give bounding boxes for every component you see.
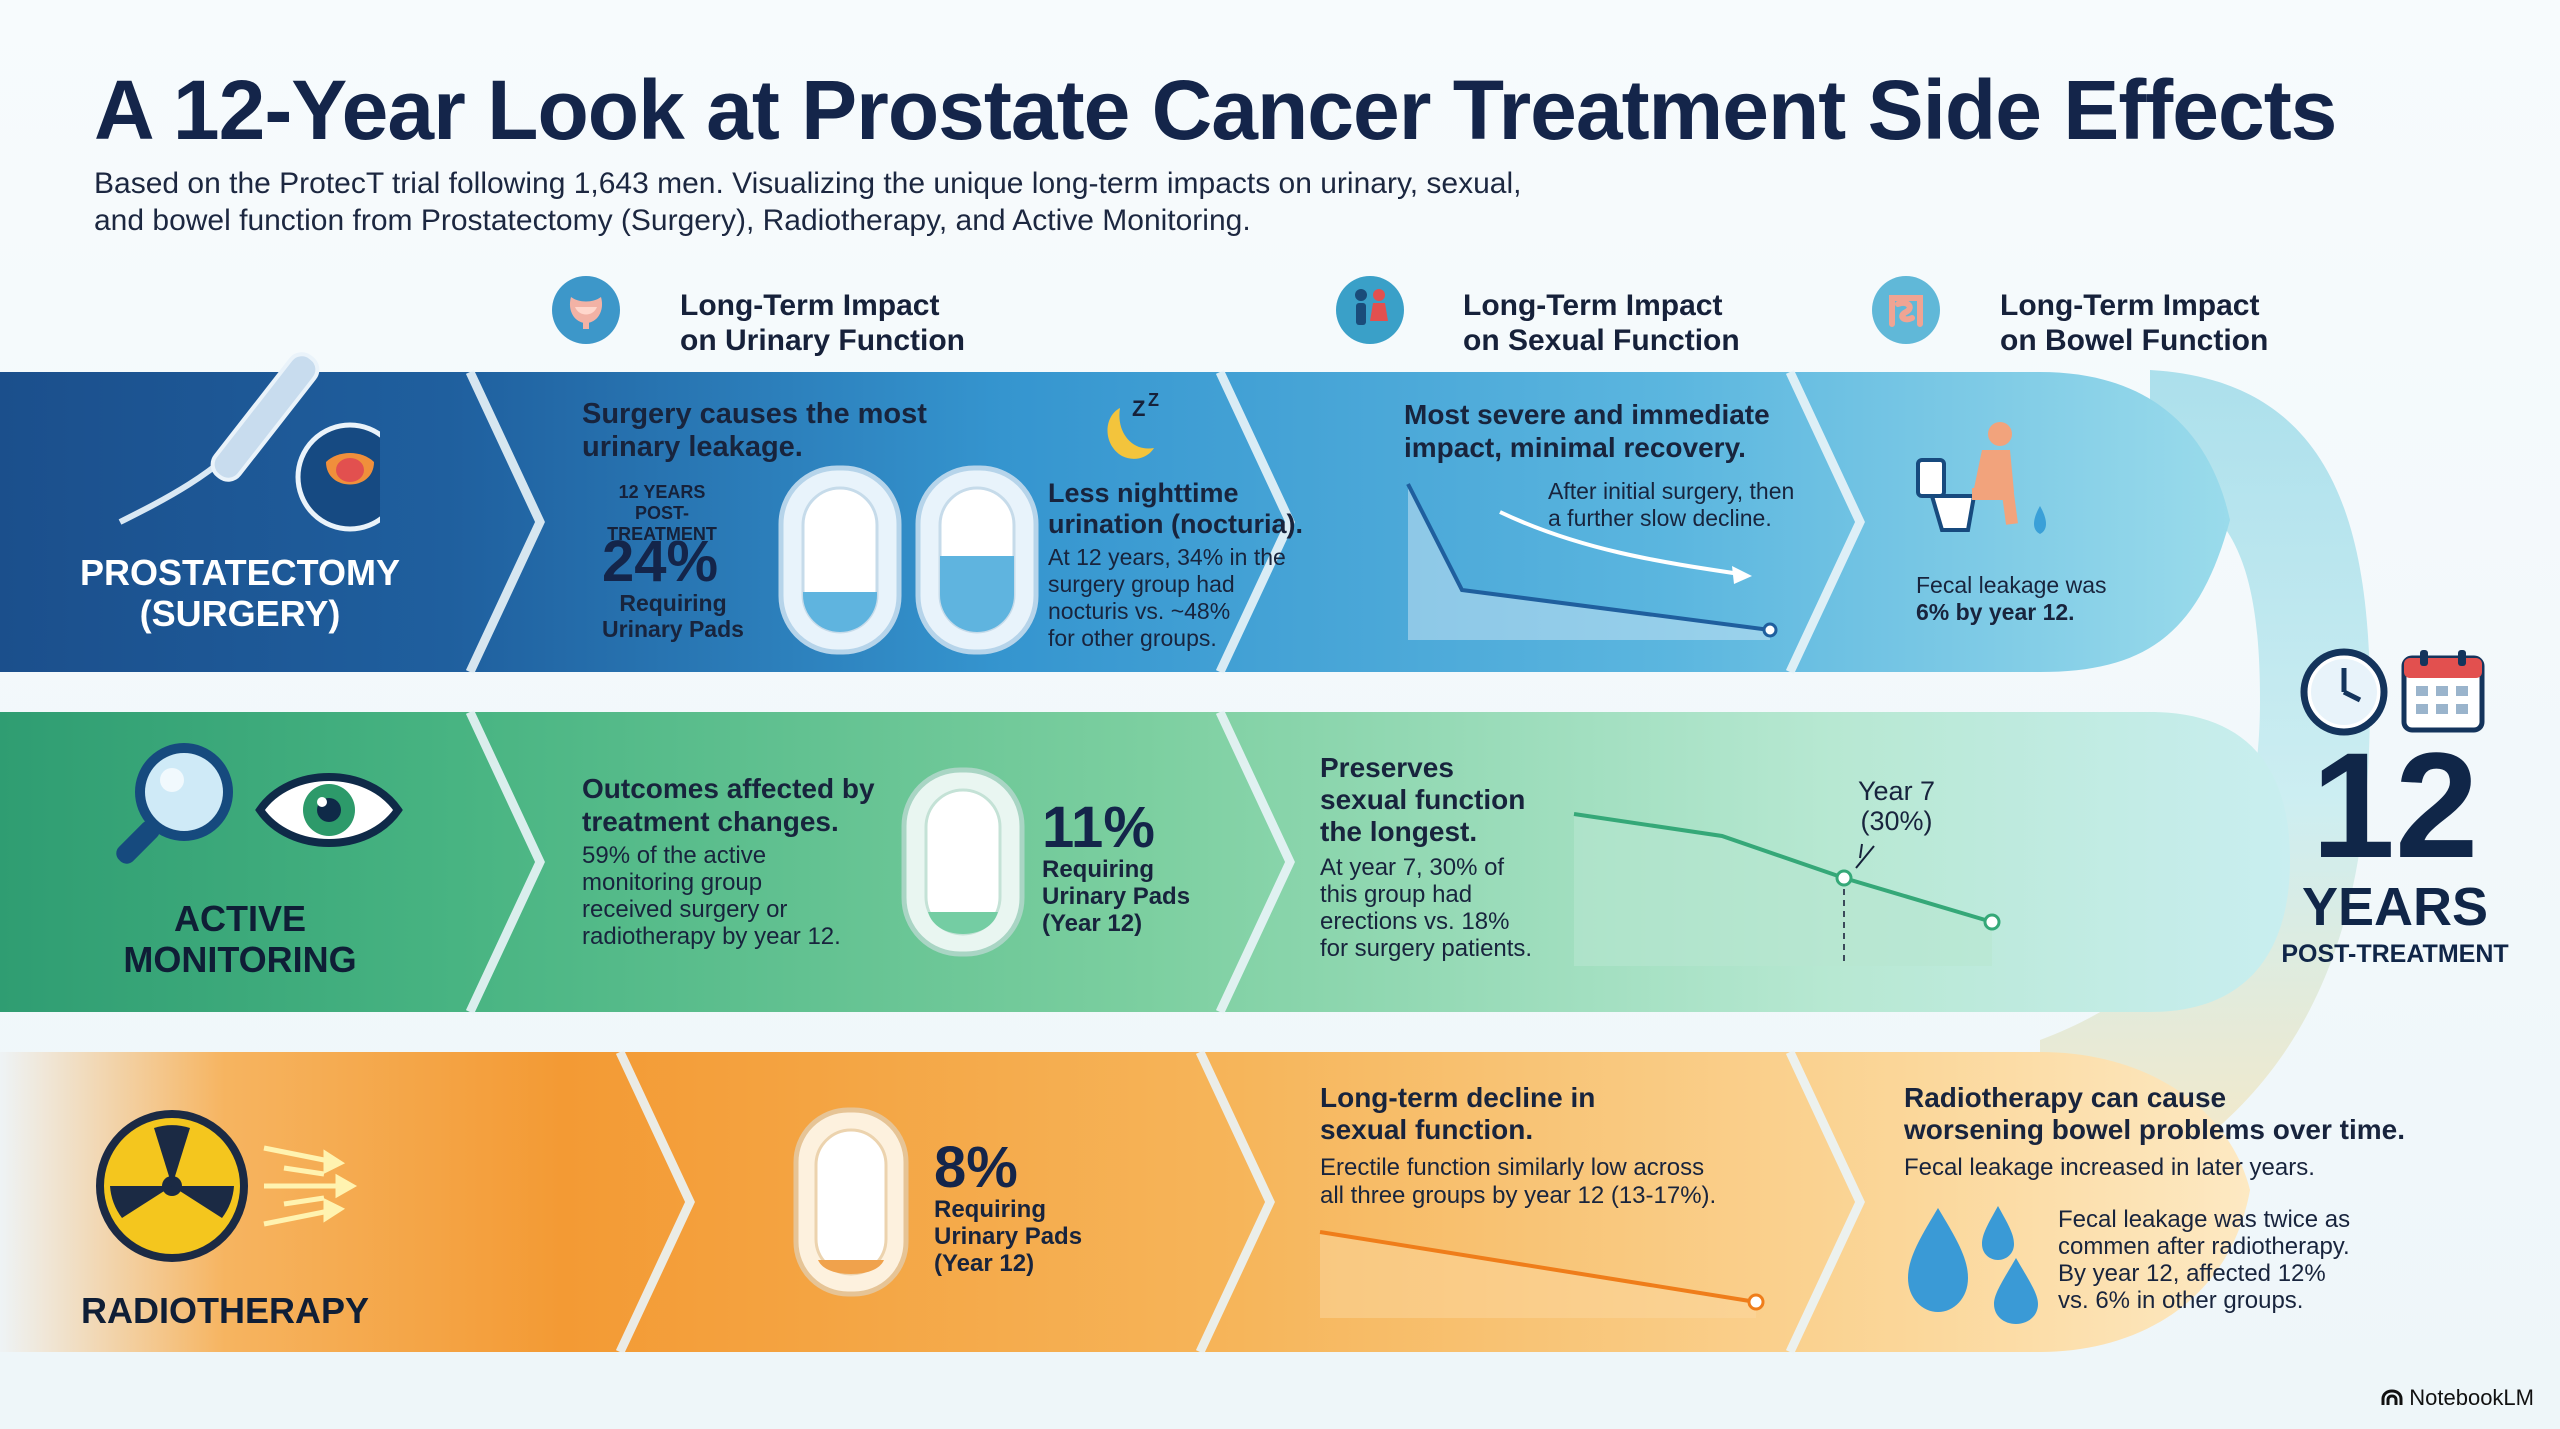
radiotherapy-sexual-body: Erectile function similarly low across al… — [1320, 1154, 1717, 1209]
page-title: A 12-Year Look at Prostate Cancer Treatm… — [94, 63, 2337, 157]
pad-icon — [898, 764, 1028, 965]
couple-icon — [1336, 276, 1404, 344]
clock-icon — [2298, 646, 2390, 743]
calendar-icon — [2398, 646, 2488, 739]
urinary-column-header: Long-Term Impact on Urinary Function — [680, 289, 965, 357]
radiotherapy-bowel-body: Fecal leakage was twice as commen after r… — [2058, 1206, 2351, 1314]
bladder-icon — [552, 276, 620, 344]
surgery-years-caption: 12 YEARS POST-TREATMENT — [607, 482, 717, 544]
svg-text:Z: Z — [1148, 390, 1159, 410]
notebook-logo-icon — [2381, 1389, 2403, 1405]
surgery-urinary-heading: Surgery causes the most urinary leakage. — [582, 398, 927, 463]
surgery-bowel-note: Fecal leakage was 6% by year 12. — [1916, 572, 2107, 625]
intestine-icon — [1872, 276, 1940, 344]
radiotherapy-sexual-trend — [1319, 1230, 1765, 1318]
monitoring-sexual-body: At year 7, 30% of this group had erection… — [1320, 854, 1533, 962]
surgery-sexual-heading: Most severe and immediate impact, minimal… — [1404, 399, 1770, 463]
brand-name: NotebookLM — [2409, 1385, 2534, 1410]
radiotherapy-bowel-note: Fecal leakage increased in later years. — [1904, 1154, 2315, 1181]
milestone-caption: POST-TREATMENT — [2281, 940, 2509, 968]
surgery-nocturia-body: At 12 years, 34% in the surgery group had… — [1048, 544, 1286, 651]
milestone-unit: YEARS — [2301, 877, 2489, 937]
surgery-sexual-trend — [1406, 483, 1778, 640]
radiotherapy-pads-value: 8% — [934, 1135, 1018, 1200]
sexual-column-header: Long-Term Impact on Sexual Function — [1463, 289, 1740, 357]
surgery-sexual-note: After initial surgery, then a further slo… — [1548, 478, 1795, 531]
radiotherapy-sexual-heading: Long-term decline in sexual function. — [1320, 1082, 1596, 1145]
droplets-icon — [1898, 1198, 2048, 1333]
radiation-icon — [94, 1108, 414, 1273]
radiotherapy-label: RADIOTHERAPY — [80, 1290, 370, 1331]
svg-text:Z: Z — [1132, 396, 1145, 421]
radiotherapy-pads-label: Requiring Urinary Pads (Year 12) — [934, 1196, 1083, 1277]
pad-icon — [790, 1104, 912, 1305]
surgery-pads-label: Requiring Urinary Pads — [602, 590, 744, 642]
eye-icon — [254, 760, 404, 865]
bowel-column-header: Long-Term Impact on Bowel Function — [2000, 289, 2269, 357]
monitoring-sexual-heading: Preserves sexual function the longest. — [1320, 752, 1526, 847]
monitoring-pads-label: Requiring Urinary Pads (Year 12) — [1042, 856, 1191, 937]
subtitle-line-2: and bowel function from Prostatectomy (S… — [94, 204, 1251, 237]
radiotherapy-bowel-heading: Radiotherapy can cause worsening bowel pr… — [1904, 1082, 2405, 1145]
magnifier-icon — [92, 736, 242, 891]
surgery-nocturia-heading: Less nighttime urination (nocturia). — [1048, 478, 1303, 539]
monitoring-heading: Outcomes affected by treatment changes. — [582, 773, 875, 837]
toilet-person-icon — [1912, 420, 2062, 555]
milestone-number: 12 — [2311, 721, 2479, 889]
monitoring-sexual-trend — [1573, 812, 2001, 966]
monitoring-body: 59% of the active monitoring group receiv… — [582, 842, 841, 950]
monitoring-label: ACTIVE MONITORING — [123, 898, 357, 981]
surgery-pads-value: 24% — [602, 529, 719, 594]
monitoring-year7-annotation: Year 7 (30%) — [1858, 776, 1936, 836]
subtitle-line-1: Based on the ProtecT trial following 1,6… — [94, 167, 1522, 200]
pad-icon — [912, 462, 1042, 663]
surgery-label: PROSTATECTOMY (SURGERY) — [79, 552, 400, 635]
scalpel-icon — [100, 322, 405, 547]
pad-icon — [775, 462, 905, 663]
monitoring-pads-value: 11% — [1042, 795, 1155, 860]
brand-mark: NotebookLM — [2381, 1385, 2534, 1411]
